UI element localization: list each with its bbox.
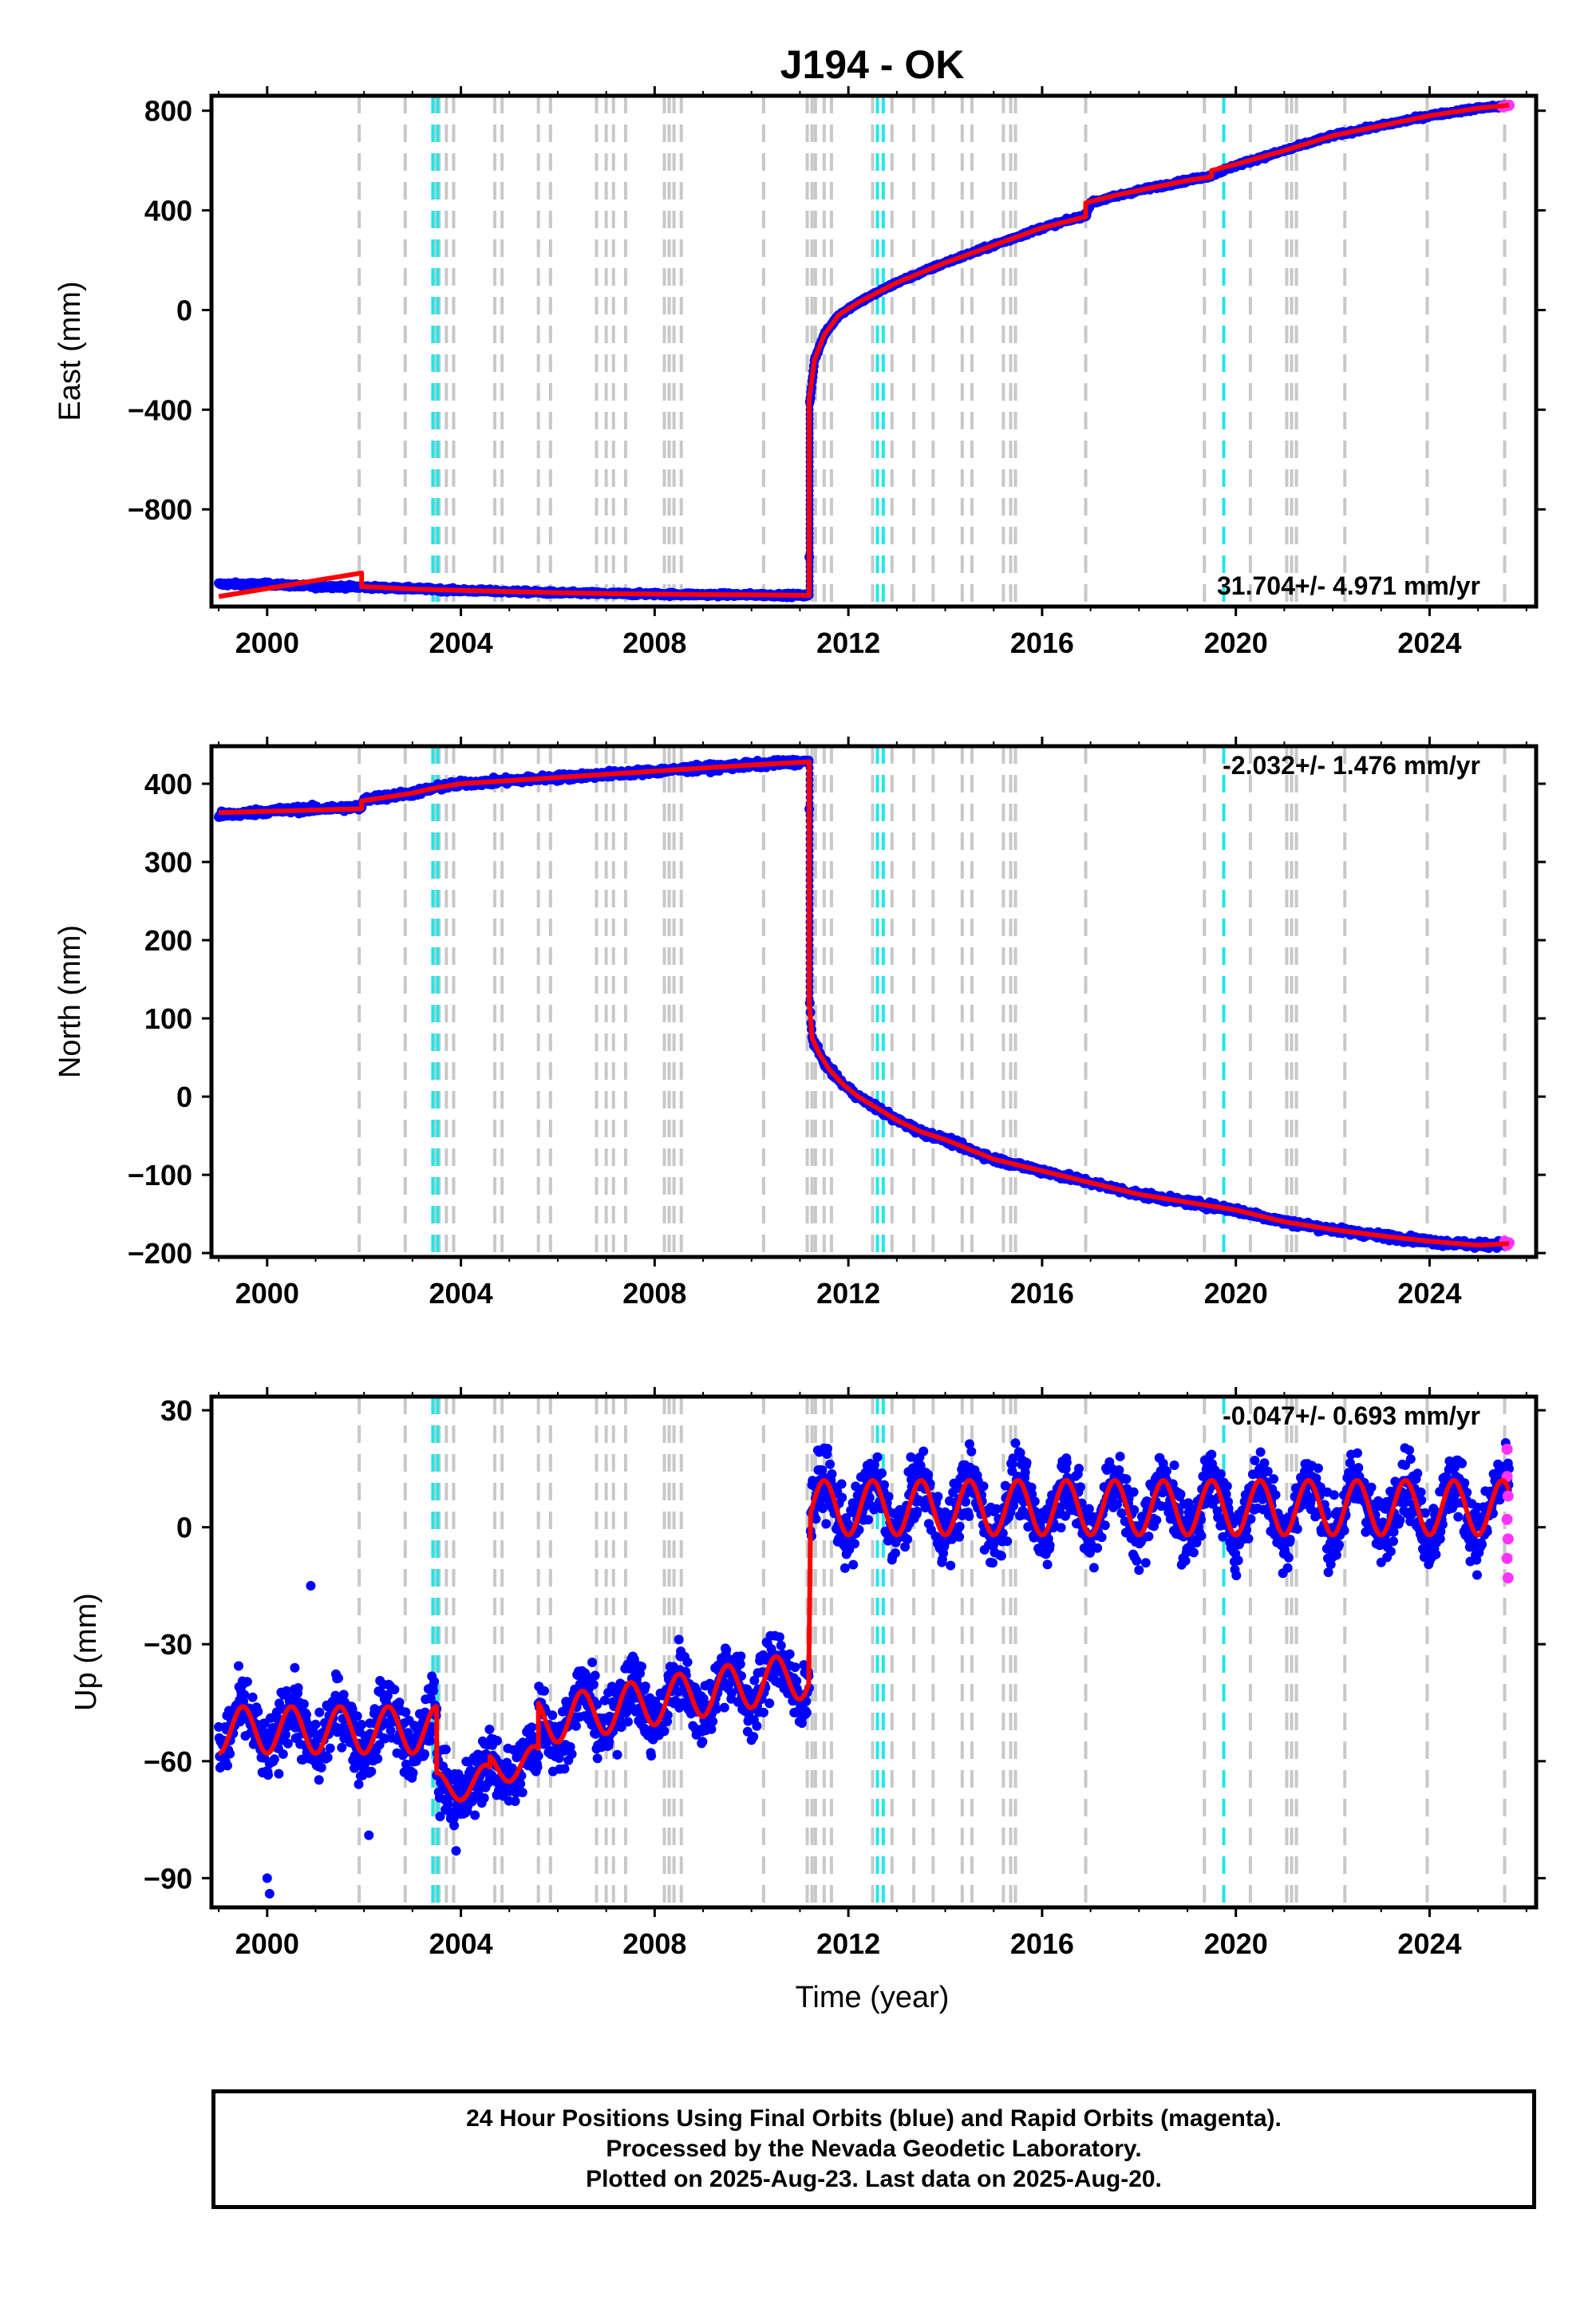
north-final-points [214,754,1512,1253]
x-tick-label: 2012 [816,1277,880,1310]
final-point [253,1706,263,1717]
north-plot-frame [209,744,1539,1259]
y-tick-label: 300 [144,846,192,879]
x-tick-label: 2012 [816,626,880,659]
x-tick-label: 2000 [235,1277,299,1310]
x-tick-label: 2008 [622,1277,686,1310]
x-tick-label: 2016 [1010,1277,1074,1310]
y-tick-label: −200 [128,1237,192,1270]
final-point [234,1661,243,1671]
north-ylabel: North (mm) [53,925,87,1078]
up-panel: 2000 2004 2008 2012 2016 2020 2024−90−60−30030… [69,1387,1546,1960]
east-rate-label: 31.704+/- 4.971 mm/yr [1217,571,1480,600]
east-step-lines [358,96,1507,607]
east-ticks: 2000 2004 2008 2012 2016 2020 2024 −800 −400 0 400… [128,86,1546,659]
x-tick-label: 2024 [1397,626,1461,659]
east-plot-frame [209,93,1539,609]
x-tick-label: 2024 [1397,1277,1461,1310]
x-tick-label: 2000 [235,626,299,659]
y-tick-label: 400 [144,768,192,800]
up-data [214,1438,1514,1899]
x-tick-label: 2004 [429,626,493,659]
y-tick-label: 0 [176,1081,192,1113]
east-panel: 2000 2004 2008 2012 2016 2020 2024 −800 −400 0 400… [53,86,1546,659]
north-data [214,754,1515,1253]
north-step-lines [358,746,1507,1257]
x-tick-label: 2020 [1204,1277,1268,1310]
east-ylabel: East (mm) [53,281,87,421]
y-tick-label: 800 [144,95,192,128]
final-point [269,1754,279,1765]
x-tick-label: 2004 [429,1277,493,1310]
x-tick-label: 2008 [622,626,686,659]
north-panel: 2000 2004 2008 2012 2016 2020 2024 −200 −100 0 100… [53,737,1546,1310]
east-data [214,99,1515,603]
rapid-point [1503,99,1515,111]
y-tick-label: −800 [128,493,192,526]
y-tick-label: 100 [144,1002,192,1035]
final-point [225,1749,235,1759]
north-rate-label: -2.032+/- 1.476 mm/yr [1223,751,1480,780]
y-tick-label: 0 [176,294,192,326]
y-tick-label: −100 [128,1159,192,1192]
y-tick-label: −400 [128,393,192,426]
final-point [239,1690,250,1700]
x-tick-label: 2020 [1204,626,1268,659]
final-point [247,1692,258,1702]
y-tick-label: 200 [144,924,192,957]
north-model-line [219,759,1510,1248]
final-point [235,1717,245,1727]
east-model-line [218,102,1510,599]
final-point [263,1770,273,1780]
north-ticks: 2000 2004 2008 2012 2016 2020 2024 −200 −100 0 100… [128,737,1546,1310]
x-tick-label: 2016 [1010,626,1074,659]
final-point [223,1761,232,1771]
east-final-points [214,100,1512,603]
chart-title: J194 - OK [780,42,965,87]
final-point [242,1677,252,1687]
y-tick-label: 400 [144,195,192,227]
